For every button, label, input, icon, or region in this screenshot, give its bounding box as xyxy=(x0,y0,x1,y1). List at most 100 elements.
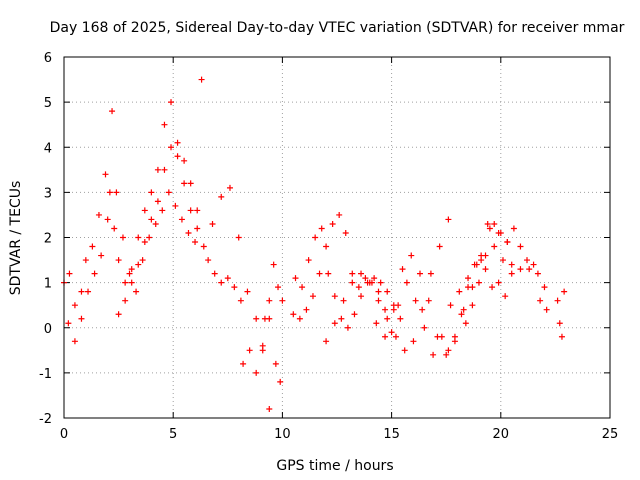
data-point xyxy=(517,266,524,273)
series-8 xyxy=(323,216,452,354)
data-point xyxy=(502,293,509,300)
data-point xyxy=(218,193,225,200)
data-point xyxy=(126,270,133,277)
grid-layer xyxy=(64,57,610,418)
data-point xyxy=(192,239,199,246)
data-point xyxy=(111,225,118,232)
y-tick-label: 1 xyxy=(44,277,52,292)
data-point xyxy=(240,360,247,367)
x-tick-label: 5 xyxy=(169,427,177,442)
data-point xyxy=(362,275,369,282)
data-point xyxy=(416,270,423,277)
data-point xyxy=(517,243,524,250)
data-point xyxy=(161,166,168,173)
data-point xyxy=(133,288,140,295)
data-point xyxy=(419,306,426,313)
data-point xyxy=(277,378,284,385)
data-point xyxy=(78,315,85,322)
data-point xyxy=(106,189,113,196)
data-point xyxy=(211,270,218,277)
data-point xyxy=(102,171,109,178)
data-point xyxy=(159,207,166,214)
data-point xyxy=(128,266,135,273)
data-point xyxy=(316,270,323,277)
data-point xyxy=(246,347,253,354)
data-point xyxy=(261,315,268,322)
data-point xyxy=(148,216,155,223)
data-point xyxy=(244,288,251,295)
series-5 xyxy=(261,261,286,322)
data-point xyxy=(508,270,515,277)
y-tick-label: -2 xyxy=(39,412,52,427)
data-point xyxy=(71,338,78,345)
data-point xyxy=(154,166,161,173)
data-point xyxy=(266,297,273,304)
chart-title: Day 168 of 2025, Sidereal Day-to-day VTE… xyxy=(50,20,625,36)
data-point xyxy=(218,279,225,286)
data-point xyxy=(194,207,201,214)
data-point xyxy=(412,297,419,304)
data-point xyxy=(122,297,129,304)
data-point xyxy=(187,180,194,187)
data-point xyxy=(451,333,458,340)
data-point xyxy=(445,216,452,223)
data-point xyxy=(299,284,306,291)
data-point xyxy=(344,324,351,331)
data-point xyxy=(66,270,73,277)
data-point xyxy=(98,252,105,259)
x-tick-label: 20 xyxy=(493,427,510,442)
data-point xyxy=(397,315,404,322)
data-point xyxy=(104,216,111,223)
data-point xyxy=(338,315,345,322)
data-point xyxy=(296,315,303,322)
data-point xyxy=(141,207,148,214)
data-point xyxy=(534,270,541,277)
data-point xyxy=(438,333,445,340)
data-point xyxy=(554,297,561,304)
data-point xyxy=(148,189,155,196)
data-point xyxy=(168,99,175,106)
data-point xyxy=(342,229,349,236)
data-point xyxy=(205,257,212,264)
data-point xyxy=(351,311,358,318)
data-point xyxy=(279,297,286,304)
data-point xyxy=(456,288,463,295)
data-point xyxy=(146,234,153,241)
data-point xyxy=(541,284,548,291)
y-tick-label: 6 xyxy=(44,51,52,66)
data-point xyxy=(421,324,428,331)
data-point xyxy=(340,297,347,304)
data-point xyxy=(475,279,482,286)
series-9 xyxy=(373,225,511,358)
data-point xyxy=(109,108,116,115)
data-point xyxy=(161,121,168,128)
data-point xyxy=(135,234,142,241)
data-point xyxy=(484,220,491,227)
data-point xyxy=(115,311,122,318)
data-point xyxy=(95,211,102,218)
data-point xyxy=(495,279,502,286)
data-point xyxy=(491,243,498,250)
data-point xyxy=(181,180,188,187)
data-point xyxy=(325,270,332,277)
data-point xyxy=(392,333,399,340)
data-point xyxy=(270,261,277,268)
data-point xyxy=(113,189,120,196)
data-point xyxy=(471,261,478,268)
data-point xyxy=(181,157,188,164)
data-point xyxy=(172,202,179,209)
data-point xyxy=(366,279,373,286)
y-axis-label: SDTVAR / TECUs xyxy=(8,181,24,296)
data-point xyxy=(65,320,72,327)
data-point xyxy=(224,275,231,282)
data-point xyxy=(384,288,391,295)
data-point xyxy=(390,306,397,313)
data-point xyxy=(290,311,297,318)
data-point xyxy=(312,234,319,241)
data-point xyxy=(259,342,266,349)
y-tick-label: 0 xyxy=(44,322,52,337)
data-point xyxy=(187,207,194,214)
data-point xyxy=(237,297,244,304)
data-point xyxy=(168,144,175,151)
